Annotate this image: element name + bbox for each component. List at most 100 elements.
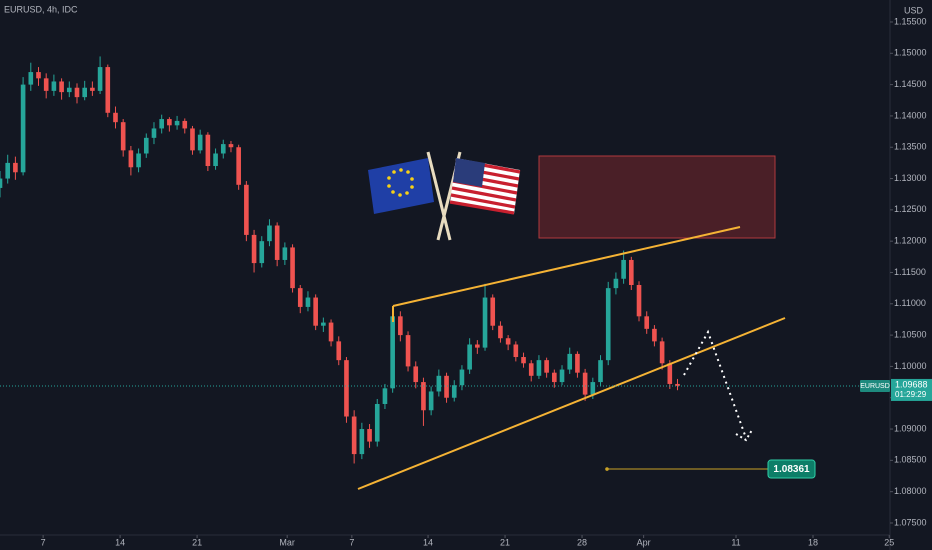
chart-title: EURUSD, 4h, IDC [4, 4, 78, 14]
y-tick-label: 1.10000 [894, 361, 927, 371]
candle-body [197, 134, 203, 151]
candle-body [544, 360, 549, 373]
y-tick-label: 1.09000 [894, 423, 927, 433]
target-anchor [605, 467, 609, 471]
candle-body [213, 153, 218, 167]
candle-body [28, 72, 34, 85]
candle-body [167, 119, 172, 126]
flags [368, 151, 521, 241]
candle-body [613, 278, 619, 289]
x-tick-label: 14 [423, 537, 433, 547]
candle-body [120, 122, 126, 151]
candle-body [143, 137, 149, 154]
candle-body [482, 297, 488, 348]
projection-path [683, 329, 747, 439]
eu-flag [368, 158, 434, 214]
y-tick-label: 1.15000 [894, 48, 927, 58]
candle-body [313, 297, 318, 326]
candle-body [675, 383, 680, 386]
candle-body [536, 360, 542, 376]
candle-body [136, 153, 141, 168]
candle-body [305, 297, 311, 307]
candle-body [274, 225, 280, 260]
price-tag [891, 378, 932, 401]
candle-body [251, 234, 257, 264]
candle-body [367, 429, 372, 442]
candle-body [436, 375, 442, 392]
y-tick-label: 1.10500 [894, 329, 927, 339]
resistance-zone [538, 155, 776, 239]
candle-body [575, 353, 580, 373]
y-tick-label: 1.15500 [894, 16, 927, 26]
candle-body [467, 344, 472, 370]
candle-body [105, 67, 111, 113]
candle-body [36, 72, 41, 79]
candle-body [113, 112, 118, 123]
candle-body [659, 341, 665, 364]
candle-body [374, 403, 380, 442]
candle-body [598, 360, 603, 383]
candle-body [205, 134, 211, 167]
symbol-tag-label: EURUSD [860, 383, 890, 390]
x-tick-label: 7 [349, 537, 354, 547]
candle-body [359, 429, 365, 455]
y-tick-label: 1.14500 [894, 79, 927, 89]
candle-body [582, 372, 588, 395]
candle-body [190, 128, 195, 151]
upper-trendline [392, 226, 741, 307]
candle-body [228, 144, 234, 148]
countdown-label: 01:29:29 [895, 390, 927, 399]
projection-arrow [735, 429, 753, 442]
candle-body [51, 81, 57, 91]
candle-body [644, 316, 650, 329]
candle-body [13, 162, 18, 173]
candle-body [159, 119, 164, 129]
x-tick-label: 14 [115, 537, 125, 547]
candle-body [621, 259, 626, 279]
candle-body [5, 162, 11, 179]
candle-body [66, 87, 72, 93]
candle-body [90, 87, 95, 91]
candle-body [528, 363, 534, 376]
candle-body [567, 353, 573, 370]
x-tick-label: 7 [41, 537, 46, 547]
y-tick-label: 1.08000 [894, 486, 927, 496]
candle-body [390, 316, 395, 389]
y-tick-label: 1.11000 [894, 298, 926, 308]
y-tick-label: 1.07500 [894, 517, 927, 527]
symbol-tag [860, 379, 890, 392]
candle-body [605, 288, 611, 361]
candle-body [351, 416, 357, 455]
candle-body [444, 375, 449, 398]
lower-trendline [357, 317, 786, 490]
drawings [357, 155, 786, 490]
price-tag-label: 1.09688 [895, 379, 928, 389]
candle-body [151, 128, 157, 138]
candle-body [297, 288, 303, 307]
candle-body [182, 120, 188, 129]
y-tick-label: 1.13500 [894, 142, 927, 152]
candle-body [413, 366, 419, 383]
candle-body [128, 150, 134, 168]
candle-body [629, 259, 634, 286]
candle-body [97, 67, 103, 91]
candle-body [421, 382, 426, 411]
candle-body [220, 144, 226, 154]
candle-body [459, 369, 465, 386]
candle-body [20, 84, 26, 173]
candle-body [282, 247, 288, 260]
x-tick-label: 18 [808, 537, 818, 547]
currency-label: USD [904, 5, 924, 15]
y-tick-label: 1.14000 [894, 110, 927, 120]
candle-body [636, 285, 642, 317]
candle-body [505, 338, 511, 345]
candle-body [667, 363, 673, 384]
candle-body [405, 335, 411, 367]
candle-body [267, 225, 272, 242]
candle-body [290, 247, 295, 289]
candle-body [328, 322, 334, 342]
y-tick-label: 1.13000 [894, 173, 927, 183]
candle-body [382, 388, 388, 404]
